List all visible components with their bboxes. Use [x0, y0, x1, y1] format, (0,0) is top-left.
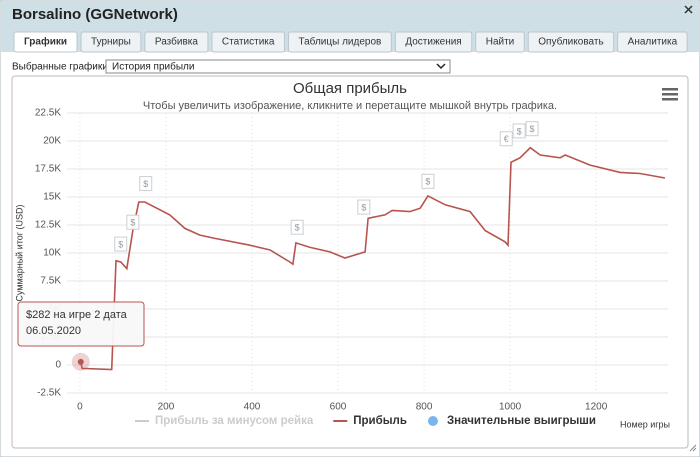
win-flag-label: $: [118, 239, 123, 249]
x-axis-label: Номер игры: [620, 419, 670, 429]
win-flag-label: $: [361, 202, 366, 212]
x-tick-label: 1200: [585, 402, 608, 413]
win-flag[interactable]: [357, 199, 371, 215]
win-flag-label: $: [517, 126, 522, 136]
y-tick-label: 0: [55, 360, 61, 371]
tab-label: Таблицы лидеров: [298, 36, 381, 48]
x-tick-label: 800: [416, 402, 433, 413]
win-flag[interactable]: [114, 236, 128, 252]
y-tick-label: 20K: [43, 136, 61, 147]
tooltip-text: $282 на игре 2 дата: [26, 309, 128, 321]
profit-line: [80, 146, 666, 371]
tooltip-text: 06.05.2020: [26, 325, 81, 337]
chart-frame: [11, 75, 689, 449]
selector-arrow: [436, 63, 446, 70]
y-tick-label: 10K: [43, 248, 61, 259]
tab-label: Аналитика: [628, 37, 678, 48]
menu-button[interactable]: [662, 88, 678, 101]
x-tick-label: 0: [77, 402, 83, 413]
tab-label: Разбивка: [155, 36, 198, 48]
tab[interactable]: [475, 31, 525, 53]
chart-subtitle: Чтобы увеличить изображение, кликните и …: [143, 100, 557, 112]
win-flag[interactable]: [126, 214, 140, 230]
win-flag[interactable]: [499, 131, 513, 147]
x-tick-label: 400: [244, 402, 261, 413]
tab-label: Опубликовать: [538, 36, 603, 48]
tab[interactable]: [287, 31, 392, 53]
tab[interactable]: [13, 31, 78, 53]
tab[interactable]: [211, 31, 285, 53]
selector-label: Выбранные графики:: [12, 61, 111, 73]
win-flag[interactable]: [139, 176, 153, 192]
tab-label: Турниры: [91, 37, 131, 48]
plot: -2.5K02.5K5K7.5K10K12.5K15K17.5K20K22.5K…: [17, 108, 668, 427]
tab-label: Найти: [486, 37, 515, 48]
y-tick-label: 12.5K: [35, 220, 61, 231]
legend-symbol: [427, 416, 438, 426]
window-title: Borsalino (GGNetwork): [12, 6, 178, 23]
win-flag-label: $: [143, 179, 148, 189]
y-tick-label: 7.5K: [40, 276, 61, 287]
y-axis-label: Суммарный итог (USD): [14, 204, 24, 301]
resize-grip: [689, 444, 697, 452]
tab[interactable]: [394, 31, 473, 53]
win-flag[interactable]: [525, 121, 539, 137]
y-tick-label: -2.5K: [37, 388, 61, 399]
tab[interactable]: [80, 31, 142, 53]
win-flag-label: $: [295, 223, 300, 233]
win-flag-label: $: [530, 124, 535, 134]
win-flag-label: $: [425, 177, 430, 187]
tab[interactable]: [527, 31, 615, 53]
selector-value: История прибыли: [112, 61, 194, 73]
y-tick-label: 17.5K: [35, 164, 61, 175]
tab-label: Графики: [24, 36, 67, 48]
win-flag[interactable]: [421, 173, 435, 189]
chart-title: Общая прибыль: [293, 80, 407, 97]
y-tick-label: 22.5K: [35, 108, 61, 119]
legend-label[interactable]: Прибыль: [353, 415, 407, 427]
tab-label: Статистика: [222, 37, 275, 48]
legend-label[interactable]: Прибыль за минусом рейка: [155, 415, 314, 427]
x-tick-label: 1000: [499, 402, 522, 413]
win-flag-label: $: [130, 218, 135, 228]
tab-bar: Графики Турниры Разбивка Статистика Таблицы …: [13, 31, 688, 53]
y-tick-label: 15K: [43, 192, 61, 203]
legend-label[interactable]: Значительные выигрыши: [447, 415, 596, 427]
tooltip-box: [17, 301, 145, 347]
win-flag-label: €: [504, 134, 509, 144]
x-tick-label: 200: [158, 402, 175, 413]
tab-label: Достижения: [405, 37, 461, 48]
x-tick-label: 600: [330, 402, 347, 413]
win-flag[interactable]: [290, 219, 304, 235]
tab[interactable]: [617, 31, 688, 53]
tab[interactable]: [144, 31, 209, 53]
selector[interactable]: [105, 59, 451, 74]
win-flag[interactable]: [512, 123, 526, 139]
close-button[interactable]: [684, 5, 693, 14]
hover-point: [77, 358, 84, 365]
